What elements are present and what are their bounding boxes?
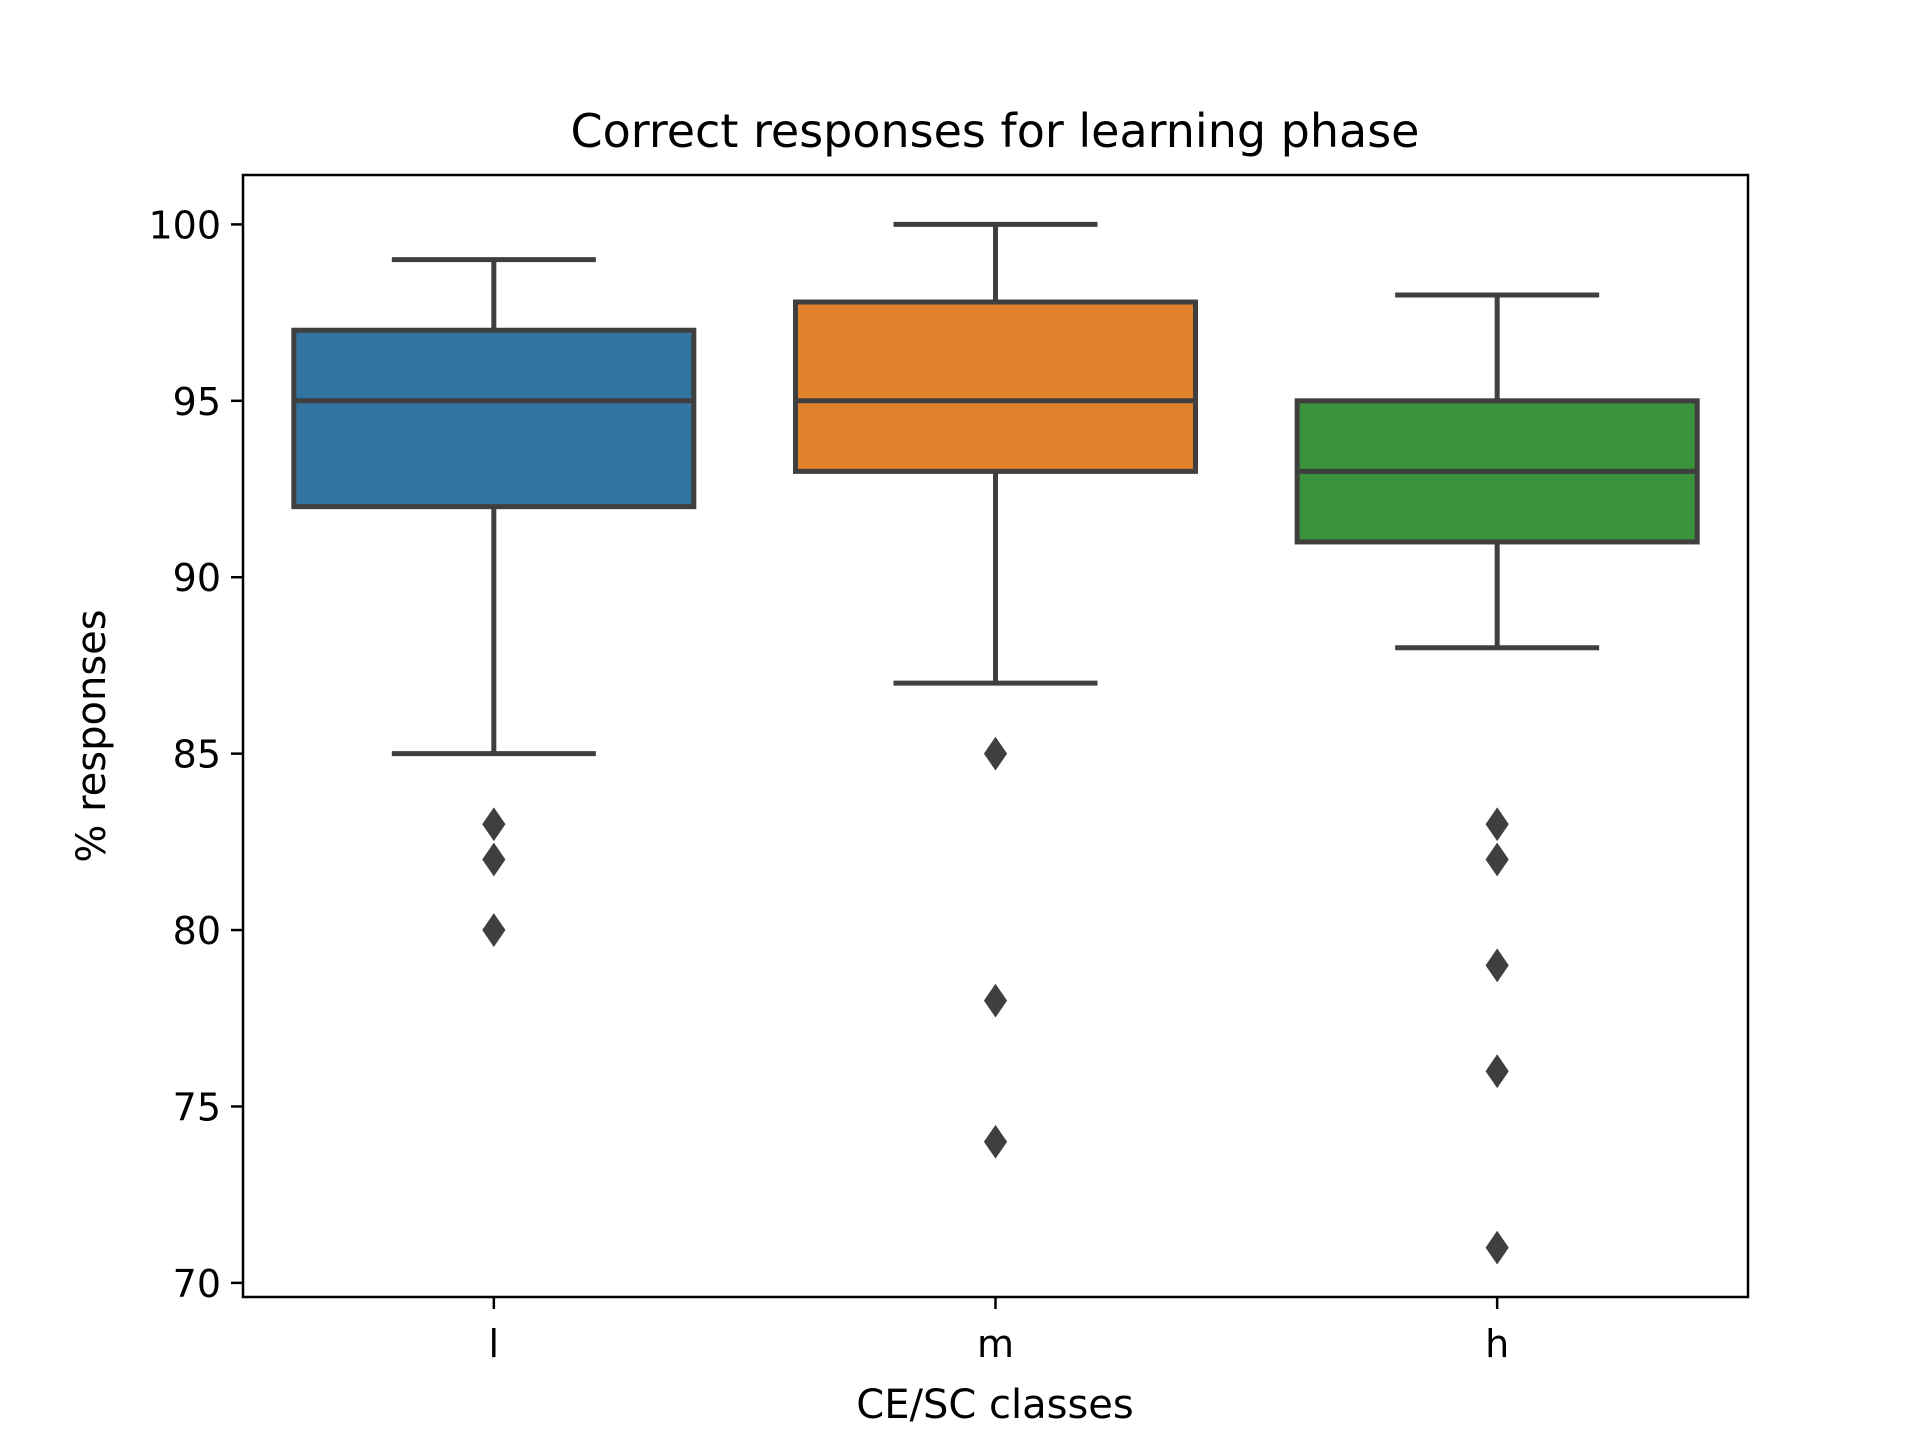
box-group-m xyxy=(793,221,1198,1159)
box-iqr xyxy=(793,299,1198,474)
outlier-point xyxy=(482,807,506,842)
y-tick-label: 85 xyxy=(173,733,221,777)
outlier-point xyxy=(1485,807,1509,842)
outlier-point xyxy=(983,1124,1008,1159)
outlier-point xyxy=(1485,948,1509,983)
y-axis-label: % responses xyxy=(69,609,115,862)
box-iqr xyxy=(291,327,697,510)
outlier-point xyxy=(1485,1230,1509,1265)
y-axis: 70 75 80 85 90 95 100 xyxy=(148,203,243,1306)
x-tick-label-h: h xyxy=(1485,1322,1509,1366)
y-tick-label: 90 xyxy=(173,556,221,600)
x-tick-label-l: l xyxy=(489,1322,500,1366)
box-group-h xyxy=(1294,292,1700,1265)
outlier-point xyxy=(983,983,1008,1018)
boxes-layer xyxy=(291,221,1700,1265)
outlier-point xyxy=(482,913,506,947)
outlier-point xyxy=(983,736,1008,771)
outlier-point xyxy=(1485,842,1509,877)
y-tick-label: 80 xyxy=(173,909,221,953)
y-tick-label: 70 xyxy=(173,1262,221,1306)
chart-title: Correct responses for learning phase xyxy=(570,104,1419,158)
y-tick-label: 100 xyxy=(148,203,221,247)
outlier-point xyxy=(1485,1054,1509,1089)
plot-area: 70 75 80 85 90 95 100 l m h xyxy=(148,173,1750,1366)
y-tick-label: 95 xyxy=(173,380,221,424)
box-group-l xyxy=(291,257,697,947)
x-axis-label: CE/SC classes xyxy=(856,1382,1133,1428)
x-tick-label-m: m xyxy=(977,1322,1014,1366)
y-tick-label: 75 xyxy=(173,1085,221,1129)
outlier-point xyxy=(482,842,506,877)
